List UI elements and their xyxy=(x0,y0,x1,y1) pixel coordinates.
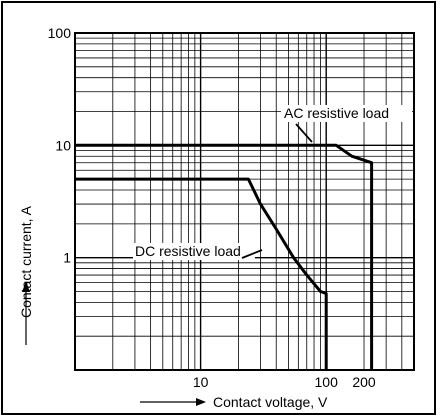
dc-annotation-bg xyxy=(133,243,255,260)
ac-annotation-bg xyxy=(281,105,412,122)
y-axis-label: Contact current, A xyxy=(18,205,34,318)
x-tick-labels: 10 100 200 xyxy=(193,374,376,390)
y-tick-label: 100 xyxy=(48,25,72,41)
y-tick-label: 1 xyxy=(63,250,71,266)
chart-frame xyxy=(1,1,436,415)
y-tick-labels: 100 10 1 xyxy=(48,25,72,266)
dc-annotation: DC resistive load xyxy=(133,243,263,260)
y-axis-label-group: Contact current, A xyxy=(18,205,34,345)
plot-border xyxy=(74,32,415,371)
x-tick-label: 10 xyxy=(193,374,209,390)
ac-resistive-load-line xyxy=(75,143,374,370)
x-axis-label: Contact voltage, V xyxy=(213,394,328,410)
y-tick-label: 10 xyxy=(55,137,71,153)
grid xyxy=(75,33,414,370)
series-layer xyxy=(75,143,374,370)
ac-annotation-leader xyxy=(295,123,313,143)
dc-annotation-text: DC resistive load xyxy=(135,243,241,259)
y-axis-arrow-head xyxy=(22,281,30,292)
x-tick-label: 200 xyxy=(352,374,376,390)
dc-resistive-load-line xyxy=(75,177,328,370)
x-axis-arrow-head xyxy=(196,398,206,406)
x-axis-label-group: Contact voltage, V xyxy=(140,394,328,410)
ac-annotation-text: AC resistive load xyxy=(284,105,389,121)
ac-annotation: AC resistive load xyxy=(281,105,412,143)
dc-annotation-leader xyxy=(241,249,263,259)
x-tick-label: 100 xyxy=(315,374,339,390)
